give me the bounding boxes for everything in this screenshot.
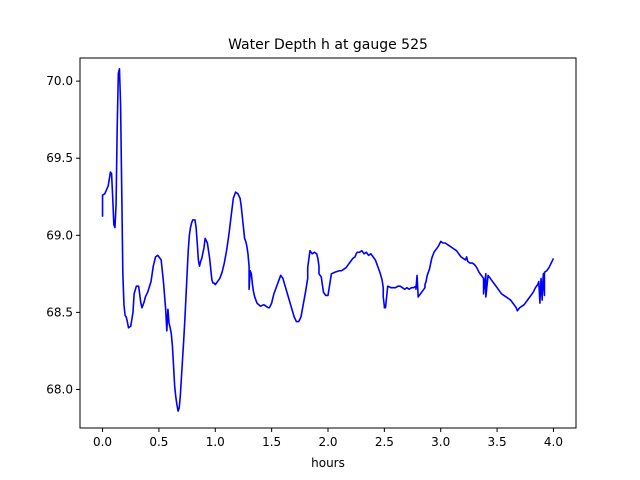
y-tick-label: 68.5 xyxy=(46,305,73,319)
x-axis: 0.0 0.5 1.0 1.5 2.0 2.5 3.0 3.5 4.0 xyxy=(93,428,563,449)
x-tick-label: 0.5 xyxy=(149,435,168,449)
x-tick-label: 1.5 xyxy=(262,435,281,449)
x-axis-label: hours xyxy=(311,456,345,470)
x-tick-label: 2.5 xyxy=(375,435,394,449)
x-tick-label: 3.0 xyxy=(431,435,450,449)
x-tick-label: 3.5 xyxy=(488,435,507,449)
x-tick-label: 4.0 xyxy=(544,435,563,449)
x-tick-label: 2.0 xyxy=(318,435,337,449)
y-tick-label: 68.0 xyxy=(46,382,73,396)
x-tick-label: 0.0 xyxy=(93,435,112,449)
x-tick-label: 1.0 xyxy=(206,435,225,449)
y-tick-label: 69.0 xyxy=(46,228,73,242)
chart-title: Water Depth h at gauge 525 xyxy=(228,37,428,53)
y-tick-label: 69.5 xyxy=(46,151,73,165)
series-line xyxy=(101,67,555,412)
y-axis: 68.0 68.5 69.0 69.5 70.0 xyxy=(46,74,80,396)
y-tick-label: 70.0 xyxy=(46,74,73,88)
